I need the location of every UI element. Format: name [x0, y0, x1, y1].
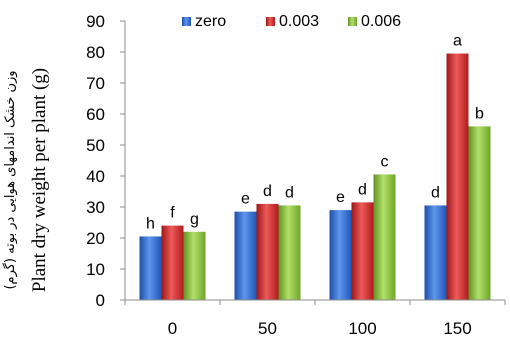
y-tick-label: 50	[86, 136, 105, 155]
bar-data-label: d	[285, 184, 294, 201]
y-axis-title: Plant dry weight per plant (g)	[29, 68, 50, 292]
x-tick-labels: 0 50 100 150	[168, 319, 472, 338]
x-tick-marks	[124, 300, 506, 305]
bar-data-label: d	[431, 184, 440, 201]
x-tick-label: 50	[258, 319, 277, 338]
legend-label: zero	[195, 13, 226, 30]
legend: zero 0.003 0.006	[182, 13, 401, 30]
bar	[468, 126, 491, 301]
bar	[329, 210, 352, 300]
y-axis-title-secondary: وزن خشک اندامهای هوایی در بوته (گرم)	[2, 70, 18, 289]
y-tick-label: 60	[86, 105, 105, 124]
y-tick-label: 90	[86, 12, 105, 31]
x-tick-label: 150	[443, 319, 471, 338]
bar-data-label: d	[263, 183, 272, 200]
bar-data-label: c	[381, 153, 389, 170]
legend-swatch	[182, 17, 191, 26]
legend-swatch	[348, 17, 357, 26]
bar-data-label: d	[358, 181, 367, 198]
bar	[139, 236, 162, 300]
bar	[446, 53, 469, 300]
bar	[373, 174, 396, 300]
y-tick-label: 10	[86, 260, 105, 279]
legend-item: zero	[182, 13, 226, 30]
bar	[256, 203, 279, 300]
y-tick-label: 20	[86, 229, 105, 248]
bar-data-label: h	[146, 215, 155, 232]
bar-data-label: g	[190, 211, 199, 228]
legend-swatch	[266, 17, 275, 26]
bar	[234, 211, 257, 300]
legend-item: 0.003	[266, 13, 319, 30]
y-tick-label: 70	[86, 74, 105, 93]
legend-label: 0.003	[279, 13, 319, 30]
y-axis-title-group: Plant dry weight per plant (g)	[29, 68, 50, 292]
legend-label: 0.006	[361, 13, 401, 30]
bar-data-label: f	[170, 205, 175, 222]
bar	[183, 231, 206, 300]
y-tick-labels: 0 10 20 30 40 50 60 70 80 90	[86, 12, 105, 310]
y-axis-title-persian: وزن خشک اندامهای هوایی در بوته (گرم)	[2, 70, 18, 289]
bar	[161, 225, 184, 300]
bar	[351, 202, 374, 300]
y-tick-label: 0	[96, 291, 105, 310]
bar	[278, 205, 301, 300]
x-tick-label: 0	[168, 319, 177, 338]
legend-item: 0.006	[348, 13, 401, 30]
x-tick-label: 100	[348, 319, 376, 338]
bar	[424, 205, 447, 300]
bars	[139, 53, 491, 301]
y-tick-label: 40	[86, 167, 105, 186]
bar-data-label: e	[336, 189, 345, 206]
y-tick-label: 80	[86, 43, 105, 62]
y-tick-marks	[120, 20, 125, 301]
bar-data-label: b	[475, 105, 484, 122]
bar-data-label: a	[453, 33, 462, 50]
y-tick-label: 30	[86, 198, 105, 217]
bar-data-label: e	[241, 191, 250, 208]
